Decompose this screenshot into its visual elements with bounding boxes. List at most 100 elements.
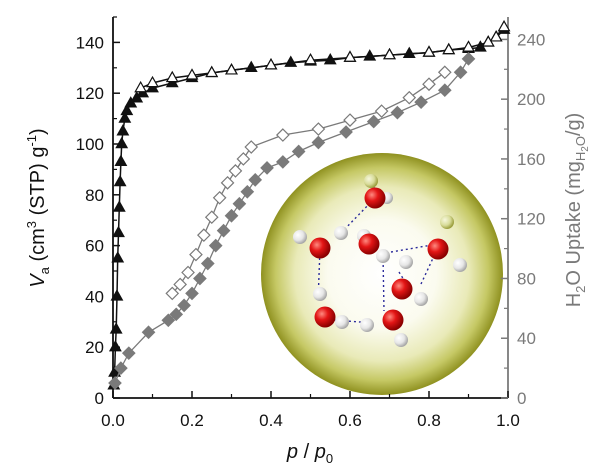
diamond-marker [185,286,199,301]
diamond-marker [212,190,227,205]
diamond-marker [402,90,417,105]
triangle-marker [205,65,219,78]
triangle-marker [363,49,377,61]
diamond-marker [244,140,259,154]
y-left-tick-label: 0 [95,389,104,408]
triangle-marker [343,50,357,62]
triangle-marker [165,70,179,83]
x-tick-label: 0.8 [417,411,441,430]
triangle-marker [244,60,258,72]
triangle-marker [108,339,122,352]
diamond-marker [437,65,452,80]
triangle-marker [264,58,278,70]
triangle-marker [422,45,436,57]
diamond-marker [228,164,243,178]
triangle-marker [383,47,396,60]
diamond-marker [197,228,211,242]
y-left-tick-label: 80 [85,186,104,205]
diamond-marker [165,286,180,301]
y-left-tick-label: 40 [85,287,104,306]
diamond-marker [248,173,263,187]
x-tick-label: 0.2 [180,411,204,430]
y-right-ticks: 0 40 80 120 160 200 240 [501,30,545,408]
diamond-marker [108,376,122,390]
triangle-marker [442,42,456,55]
triangle-marker [185,68,199,80]
triangle-marker [118,111,132,123]
diamond-marker [208,238,223,253]
diamond-marker [177,298,191,313]
x-tick-label: 1.0 [496,411,520,430]
series-line [140,26,505,89]
series-triangle-open [134,19,511,93]
y-right-tick-label: 120 [517,210,545,229]
diamond-marker [260,161,274,175]
triangle-marker [146,75,159,88]
x-tick-label: 0.6 [338,411,362,430]
diamond-marker [236,152,251,166]
triangle-marker [109,322,123,334]
triangle-marker [116,124,130,136]
triangle-marker [225,63,238,75]
triangle-marker [134,80,148,93]
diamond-marker [204,210,219,225]
x-tick-label: 0.4 [259,411,283,430]
y-left-tick-label: 140 [76,33,104,52]
diamond-marker [291,144,306,159]
diamond-marker [216,223,231,238]
triangle-marker [284,55,298,67]
triangle-marker [489,30,503,42]
diamond-marker [193,271,207,286]
x-tick-label: 0.0 [101,411,125,430]
water-cluster-illustration [261,153,503,395]
diamond-marker [220,175,235,190]
water-molecules [293,174,467,347]
y-right-tick-label: 240 [517,30,545,49]
diamond-marker [437,83,452,98]
diamond-marker [366,114,381,129]
y-left-axis-title: Va (cm3 (STP) g-1) [24,128,52,287]
triangle-marker [108,365,122,377]
diamond-marker [169,307,184,322]
diamond-marker [374,104,389,118]
diamond-marker [311,122,326,136]
x-axis-title: p / p0 [286,441,333,466]
diamond-marker [189,247,203,262]
diamond-marker [181,265,195,280]
series-diamond-filled [108,51,476,390]
triangle-marker [111,251,125,263]
y-right-axis-title: H2O Uptake (mgH2O/g) [563,113,591,308]
diamond-marker [339,125,353,139]
triangle-marker [497,19,511,32]
x-ticks: 0.0 0.2 0.4 0.6 0.8 1.0 [101,391,520,430]
y-right-tick-label: 80 [517,269,536,288]
triangle-marker [481,35,495,47]
diamond-marker [224,208,239,223]
triangle-marker [304,52,317,65]
series-diamond-open [165,65,452,301]
diamond-marker [200,256,215,271]
diamond-marker [276,128,290,142]
diamond-marker [343,113,357,127]
triangle-marker [112,225,125,238]
diamond-marker [311,135,326,150]
triangle-marker [114,154,128,166]
series-layer [107,19,511,390]
y-right-tick-label: 160 [517,150,545,169]
diamond-marker [232,196,247,211]
diamond-marker [414,95,428,110]
y-left-tick-label: 60 [85,237,104,256]
diamond-marker [276,155,290,169]
triangle-marker [115,136,129,149]
diamond-marker [161,313,176,328]
triangle-marker [113,174,127,187]
triangle-marker [120,103,134,116]
inset-sphere [261,153,503,395]
triangle-marker [112,200,126,212]
y-left-tick-label: 100 [76,135,104,154]
triangle-marker [110,289,124,301]
diamond-marker [173,277,187,292]
y-left-tick-label: 20 [85,338,104,357]
diamond-marker [422,77,436,92]
